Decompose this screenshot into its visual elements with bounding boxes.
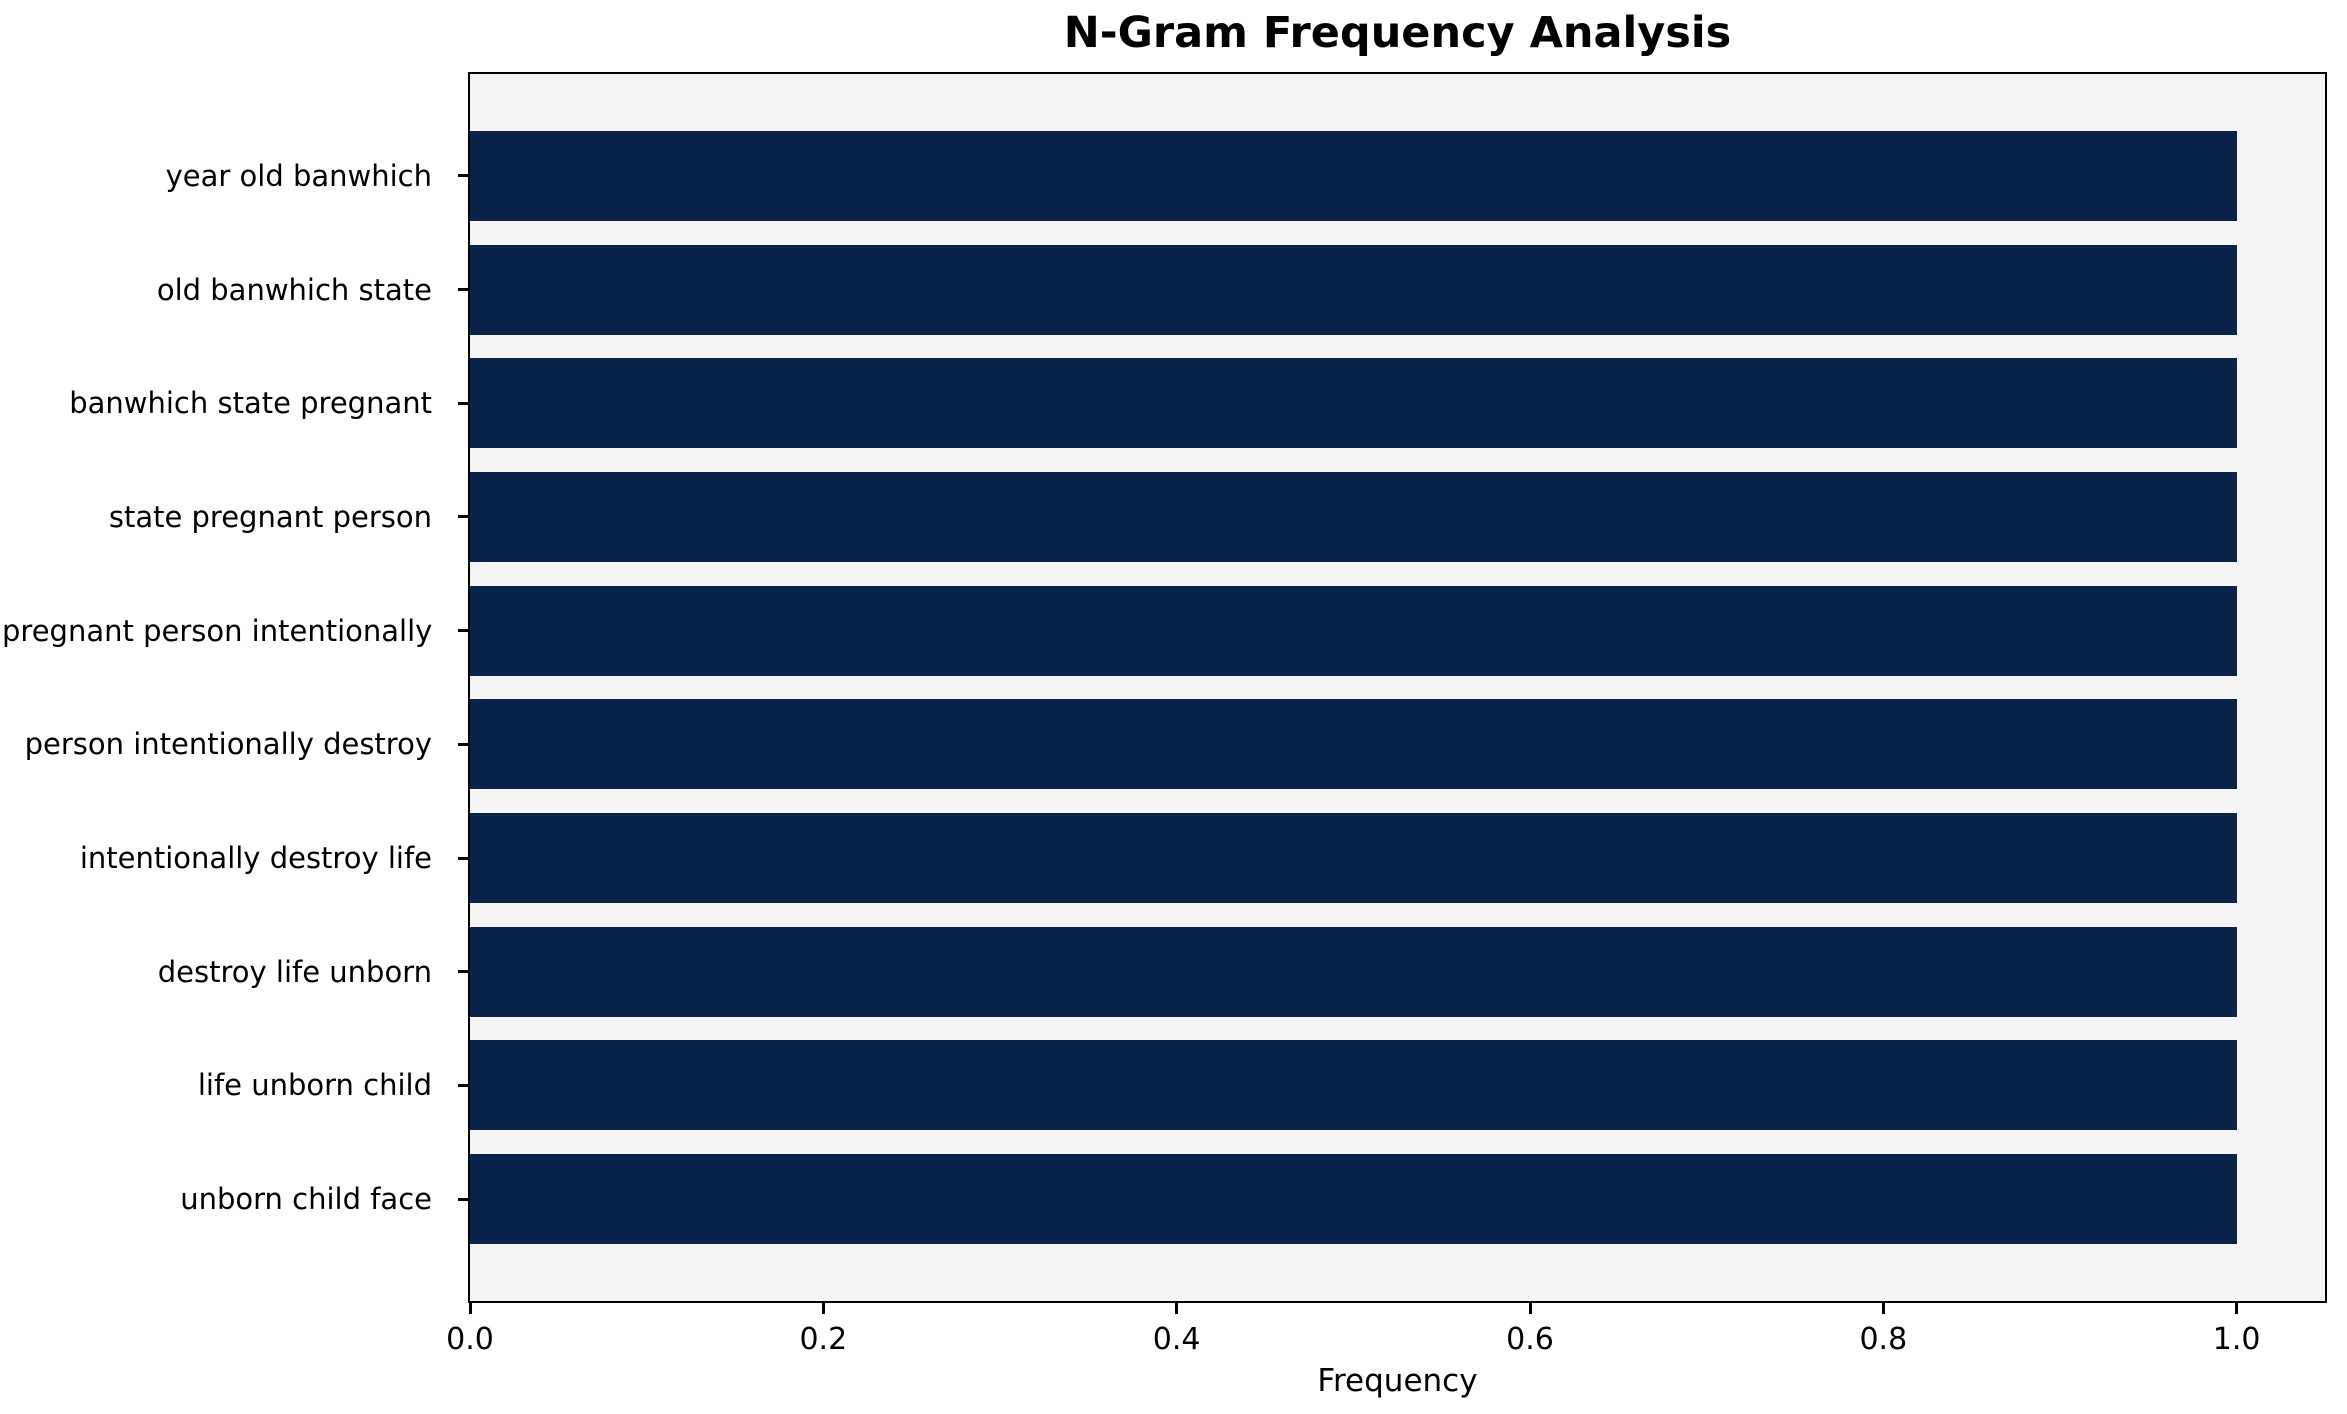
x-tick-mark xyxy=(821,1303,825,1314)
y-tick-label: state pregnant person xyxy=(108,499,432,534)
y-tick-label: banwhich state pregnant xyxy=(69,386,432,421)
y-tick-mark xyxy=(458,742,468,746)
y-tick-label: person intentionally destroy xyxy=(24,727,432,762)
bar-old-banwhich-state xyxy=(470,244,2237,335)
x-tick-label: 0.8 xyxy=(1859,1322,1908,1357)
bar-pregnant-person-intentionally xyxy=(470,585,2237,676)
x-tick-label: 0.6 xyxy=(1506,1322,1554,1357)
bar-destroy-life-unborn xyxy=(470,926,2237,1017)
x-tick-mark xyxy=(1175,1303,1179,1314)
y-tick-label: year old banwhich xyxy=(165,158,432,193)
bar-life-unborn-child xyxy=(470,1040,2237,1131)
y-tick-mark xyxy=(458,1197,468,1201)
y-tick-mark xyxy=(458,629,468,633)
x-tick-mark xyxy=(468,1303,472,1314)
y-tick-label: unborn child face xyxy=(180,1182,432,1217)
bar-person-intentionally-destroy xyxy=(470,699,2237,790)
y-tick-mark xyxy=(458,515,468,519)
y-tick-mark xyxy=(458,856,468,860)
chart-title: N-Gram Frequency Analysis xyxy=(1063,8,1732,58)
x-tick-label: 0.4 xyxy=(1152,1322,1201,1357)
bar-intentionally-destroy-life xyxy=(470,813,2237,904)
bar-year-old-banwhich xyxy=(470,130,2237,221)
y-tick-mark xyxy=(458,174,468,178)
bar-banwhich-state-pregnant xyxy=(470,358,2237,449)
y-tick-label: intentionally destroy life xyxy=(79,841,432,876)
y-tick-mark xyxy=(458,1083,468,1087)
x-tick-label: 0.2 xyxy=(799,1322,848,1357)
x-tick-mark xyxy=(1881,1303,1885,1314)
bar-unborn-child-face xyxy=(470,1154,2237,1245)
y-tick-label: old banwhich state xyxy=(156,272,432,307)
y-tick-label: pregnant person intentionally xyxy=(2,613,433,648)
y-tick-mark xyxy=(458,288,468,292)
x-tick-label: 1.0 xyxy=(2212,1322,2261,1357)
x-tick-mark xyxy=(2235,1303,2239,1314)
y-tick-mark xyxy=(458,970,468,974)
x-tick-mark xyxy=(1528,1303,1532,1314)
x-tick-label: 0.0 xyxy=(446,1322,494,1357)
x-axis-label: Frequency xyxy=(1317,1363,1478,1399)
y-tick-label: destroy life unborn xyxy=(157,954,432,989)
y-tick-label: life unborn child xyxy=(197,1068,432,1103)
bar-state-pregnant-person xyxy=(470,471,2237,562)
y-tick-mark xyxy=(458,401,468,405)
